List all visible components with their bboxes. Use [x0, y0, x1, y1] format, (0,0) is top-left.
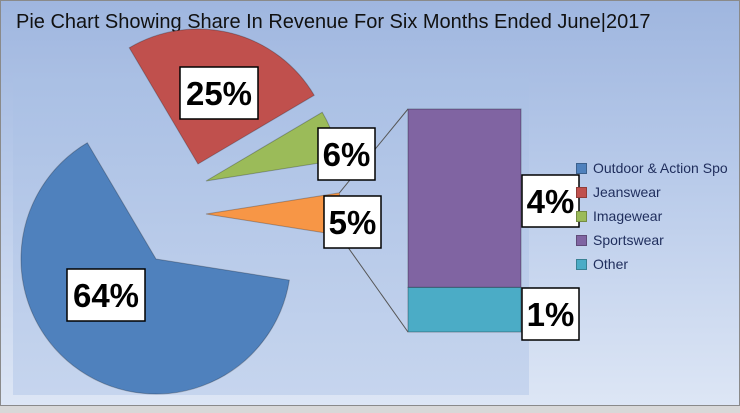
legend-label: Other — [593, 256, 629, 272]
bar-segment-other — [407, 286, 522, 333]
data-label-jeanswear-box — [179, 66, 259, 120]
legend-swatch — [576, 162, 587, 174]
pie-slice-outdoor-action-sports — [20, 142, 290, 395]
data-label-sportswear-box — [521, 174, 580, 228]
legend-item-imagewear: Imagewear — [576, 204, 739, 228]
legend-swatch — [576, 210, 587, 222]
data-label-outdoor-action-sports-box — [66, 268, 146, 322]
data-label-imagewear-text: 6% — [323, 136, 371, 173]
legend-label: Sportswear — [593, 232, 664, 248]
legend-swatch — [576, 186, 587, 198]
data-label-jeanswear-text: 25% — [186, 75, 252, 112]
pie-chart: 25% 6% 5% 64% 4% 1% — [20, 28, 580, 395]
legend-swatch — [576, 234, 587, 246]
connector-line-bottom — [338, 234, 409, 333]
data-label-sportswear-text: 4% — [527, 183, 575, 220]
chart-title: Pie Chart Showing Share In Revenue For S… — [16, 11, 651, 33]
frame-shadow — [0, 406, 740, 413]
data-label-other: 1% — [521, 287, 580, 341]
data-label-imagewear: 6% — [317, 127, 376, 181]
legend-item-other: Other — [576, 252, 739, 276]
data-label-outdoor-action-sports: 64% — [66, 268, 146, 322]
data-label-jeanswear: 25% — [179, 66, 259, 120]
pie-slice-other-combined — [205, 192, 342, 236]
legend-item-outdoor-action-spo: Outdoor & Action Spo — [576, 156, 739, 180]
legend-item-sportswear: Sportswear — [576, 228, 739, 252]
legend-swatch — [576, 258, 587, 270]
legend-label: Outdoor & Action Spo — [593, 160, 728, 176]
data-label-other-text: 1% — [527, 296, 575, 333]
bar-segment-sportswear — [407, 108, 522, 288]
legend-item-jeanswear: Jeanswear — [576, 180, 739, 204]
data-label-imagewear-box — [317, 127, 376, 181]
data-label-other-combined: 5% — [323, 195, 382, 249]
legend-label: Jeanswear — [593, 184, 661, 200]
data-label-outdoor-action-sports-text: 64% — [73, 277, 139, 314]
legend: Outdoor & Action Spo Jeanswear Imagewear Sp… — [576, 156, 739, 286]
data-label-other-box — [521, 287, 580, 341]
legend-label: Imagewear — [593, 208, 663, 224]
data-label-other-combined-text: 5% — [329, 204, 377, 241]
data-label-other-combined-box — [323, 195, 382, 249]
data-label-sportswear: 4% — [521, 174, 580, 228]
